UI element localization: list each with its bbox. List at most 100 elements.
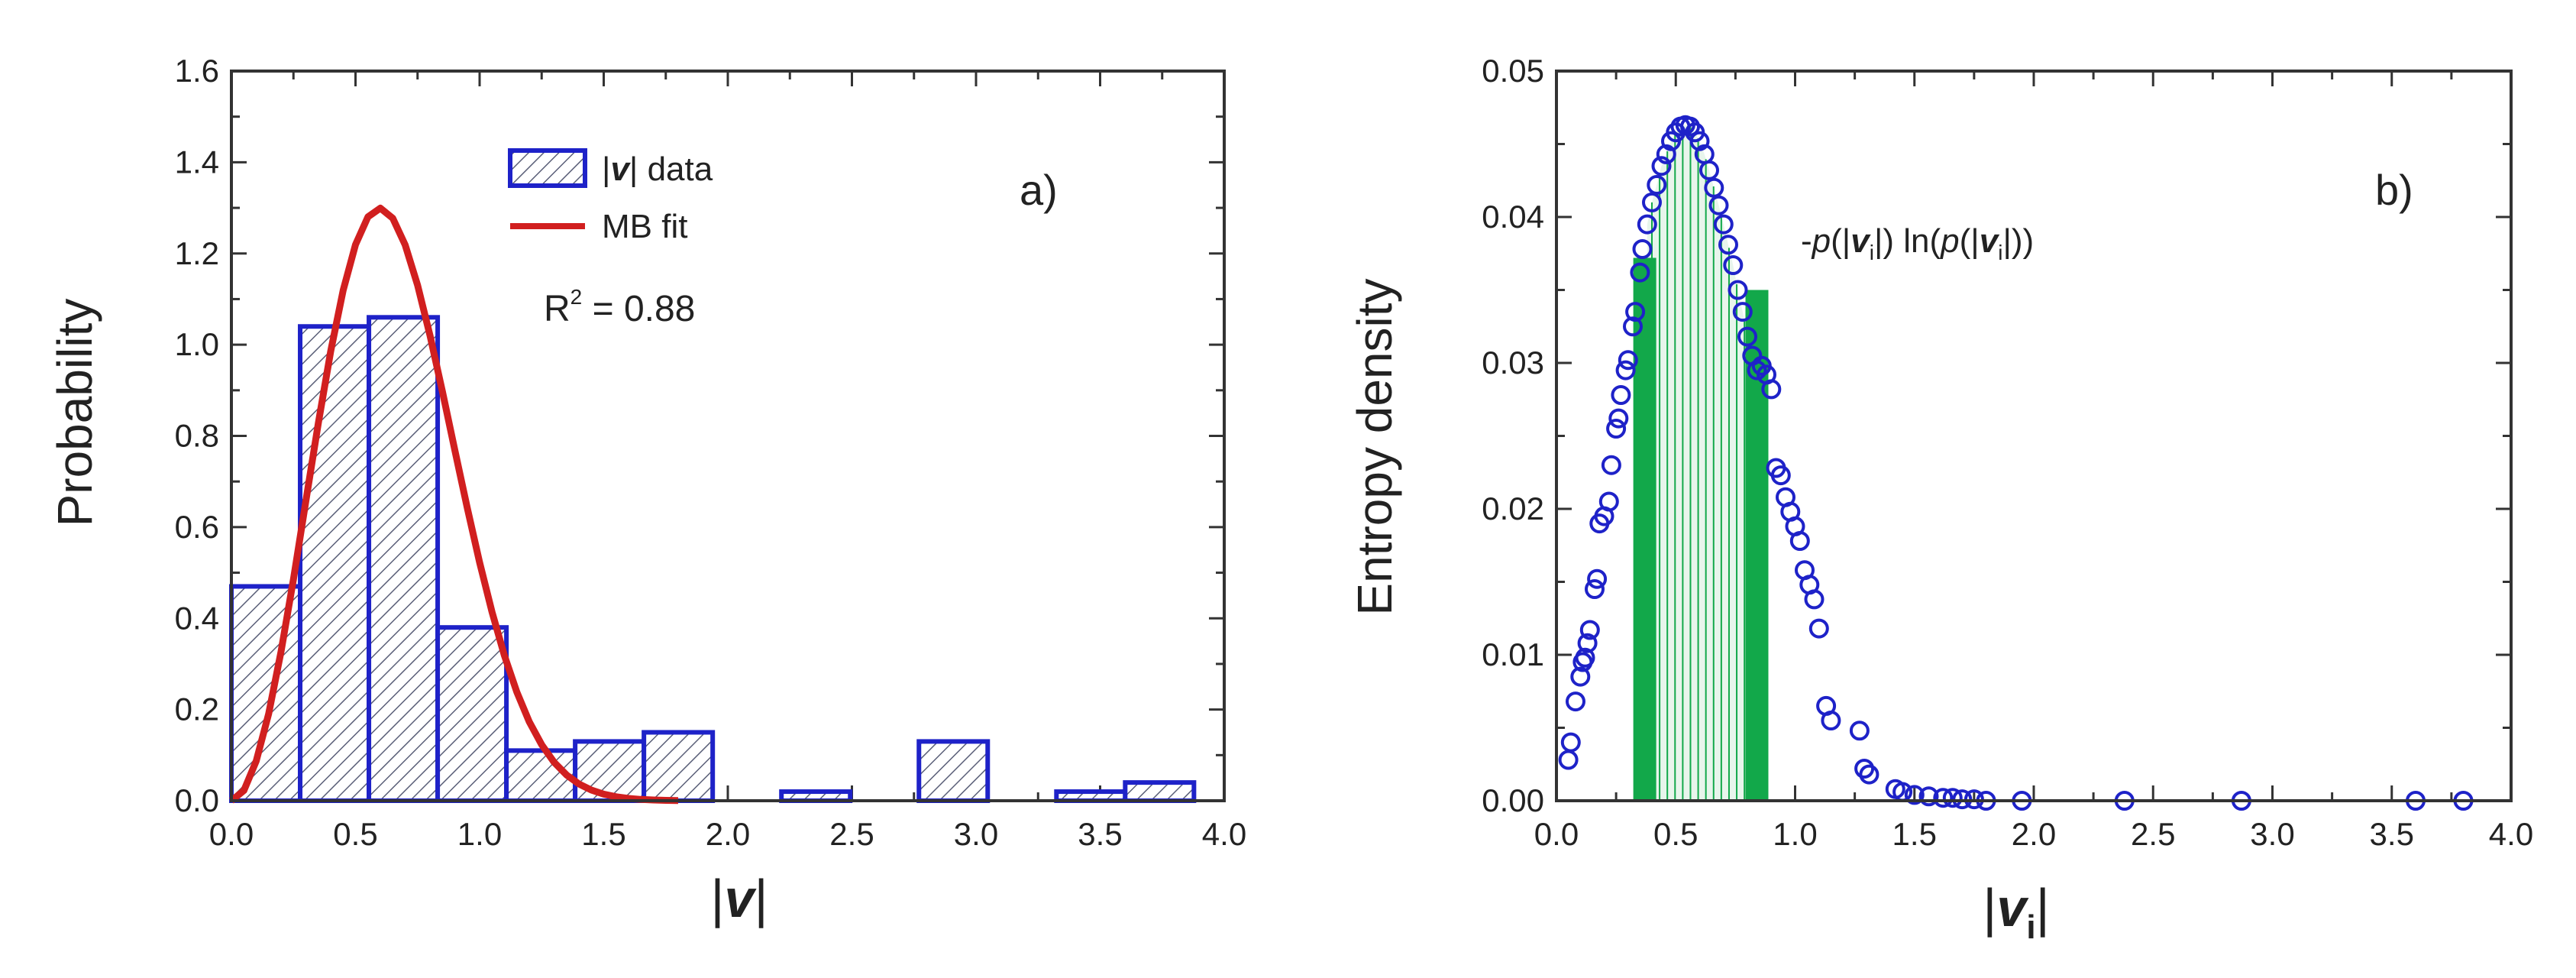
entropy-data-point — [1642, 192, 1662, 212]
entropy-data-point — [1585, 579, 1605, 599]
entropy-data-point — [1601, 455, 1621, 475]
entropy-data-point — [1560, 732, 1581, 753]
y-tick-label-a: 0.2 — [175, 691, 219, 727]
y-tick-label-b: 0.04 — [1482, 199, 1544, 235]
x-tick-labels-b: 0.0 0.5 1.0 1.5 2.0 2.5 3.0 3.5 4.0 — [1534, 816, 2533, 852]
histogram-bar — [435, 625, 509, 803]
x-tick-label-a: 3.5 — [1078, 816, 1122, 852]
entropy-data-point — [1618, 350, 1638, 371]
entropy-data-point — [1723, 255, 1744, 275]
x-tick-label-a: 2.5 — [829, 816, 874, 852]
plot-area-a — [229, 70, 1226, 805]
entropy-data-point — [1904, 785, 1925, 805]
x-label-b-sub: i — [2026, 908, 2035, 946]
y-tick-label-b: 0.00 — [1482, 782, 1544, 818]
y-axis-label-b: Entropy density — [1347, 278, 1402, 615]
histogram-bar — [573, 739, 647, 803]
x-tick-label-b: 1.5 — [1892, 816, 1937, 852]
x-label-a-symbol: v — [725, 869, 758, 928]
entropy-data-point — [1747, 360, 1767, 381]
x-tick-label-a: 1.5 — [581, 816, 625, 852]
plot-area-b — [1555, 70, 2513, 811]
y-tick-label-a: 0.6 — [175, 509, 219, 545]
entropy-data-point — [1680, 116, 1700, 137]
panel-label-b: b) — [2375, 166, 2413, 214]
entropy-data-point — [1789, 531, 1810, 551]
y-tick-label-a: 1.6 — [175, 53, 219, 89]
entropy-data-point — [1689, 131, 1710, 151]
panel-label-a: a) — [1020, 166, 1058, 214]
x-tick-label-a: 1.0 — [457, 816, 502, 852]
x-tick-label-b: 2.0 — [2012, 816, 2056, 852]
entropy-data-point — [1647, 175, 1667, 195]
entropy-data-point — [1933, 788, 1954, 808]
chart-panel-a: 0.0 0.5 1.0 1.5 2.0 2.5 3.0 3.5 4.0 0.0 0.2 0.4 0.6… — [47, 53, 1246, 928]
y-tick-label-a: 0.8 — [175, 418, 219, 454]
histogram-bar — [367, 315, 441, 803]
x-tick-label-b: 0.5 — [1653, 816, 1698, 852]
y-axis-label-a: Probability — [47, 299, 102, 527]
entropy-data-point — [1570, 666, 1591, 687]
y-tick-label-a: 1.0 — [175, 326, 219, 362]
entropy-formula-annotation: -p(|vi|) ln(p(|vi|)) — [1801, 222, 2034, 264]
entropy-data-point — [1577, 633, 1598, 653]
entropy-data-point — [1615, 360, 1636, 381]
entropy-data-point — [1611, 385, 1631, 405]
entropy-data-point — [1608, 408, 1629, 429]
entropy-data-point — [1804, 589, 1825, 610]
entropy-data-point — [1854, 759, 1875, 779]
legend-swatch-data — [508, 148, 587, 188]
entropy-data-point — [1587, 568, 1608, 589]
x-tick-label-b: 0.0 — [1534, 816, 1579, 852]
entropy-green-bar — [1633, 257, 1656, 802]
entropy-data-point — [1598, 491, 1619, 512]
plot-frame-b — [1555, 70, 2513, 802]
x-tick-label-a: 2.0 — [706, 816, 750, 852]
entropy-data-point — [1656, 144, 1676, 164]
entropy-data-point — [1859, 764, 1879, 785]
y-tick-label-a: 1.4 — [175, 144, 219, 180]
entropy-data-point — [1942, 788, 1963, 808]
histogram-bar — [916, 739, 991, 803]
x-tick-label-b: 1.0 — [1773, 816, 1817, 852]
x-label-b-open: | — [1983, 878, 1996, 938]
legend-label-data: |v| data — [602, 151, 713, 188]
legend-a: |v| data MB fit — [508, 148, 713, 245]
entropy-data-point — [1761, 379, 1782, 400]
entropy-data-point — [1651, 156, 1672, 176]
x-tick-labels-a: 0.0 0.5 1.0 1.5 2.0 2.5 3.0 3.5 4.0 — [209, 816, 1246, 852]
histogram-bar — [1123, 780, 1197, 803]
entropy-data-point — [1566, 691, 1585, 712]
entropy-data-point — [1575, 647, 1595, 668]
entropy-data-point — [1708, 195, 1729, 215]
x-tick-label-b: 3.0 — [2250, 816, 2294, 852]
entropy-data-point — [1713, 214, 1734, 235]
legend-label-fit: MB fit — [602, 208, 687, 245]
entropy-data-point — [1637, 214, 1657, 235]
x-tick-label-a: 0.0 — [209, 816, 254, 852]
entropy-data-point — [1579, 620, 1600, 640]
entropy-data-point — [1558, 750, 1579, 770]
y-tick-label-a: 1.2 — [175, 235, 219, 271]
entropy-data-point — [1732, 302, 1753, 322]
entropy-data-point — [1849, 721, 1870, 741]
y-tick-label-a: 0.4 — [175, 600, 219, 636]
y-tick-label-b: 0.03 — [1482, 345, 1544, 381]
x-axis-label-a: |v| — [710, 869, 768, 928]
entropy-data-point — [1918, 786, 1939, 807]
x-tick-label-b: 4.0 — [2489, 816, 2533, 852]
histogram-bar — [298, 324, 372, 803]
chart-panel-b: 0.0 0.5 1.0 1.5 2.0 2.5 3.0 3.5 4.0 0.00 0.01 0.02… — [1347, 53, 2533, 946]
entropy-data-point — [1718, 235, 1738, 255]
x-label-a-open: | — [710, 869, 724, 928]
entropy-data-point — [1606, 419, 1627, 439]
x-tick-label-a: 0.5 — [333, 816, 377, 852]
x-tick-label-a: 4.0 — [1202, 816, 1246, 852]
x-tick-label-b: 3.5 — [2370, 816, 2414, 852]
entropy-data-point — [1630, 262, 1650, 283]
entropy-data-point — [1623, 316, 1643, 337]
r-squared-annotation: R2 = 0.88 — [544, 285, 695, 329]
x-tick-label-b: 2.5 — [2131, 816, 2175, 852]
entropy-data-point — [1704, 177, 1724, 198]
